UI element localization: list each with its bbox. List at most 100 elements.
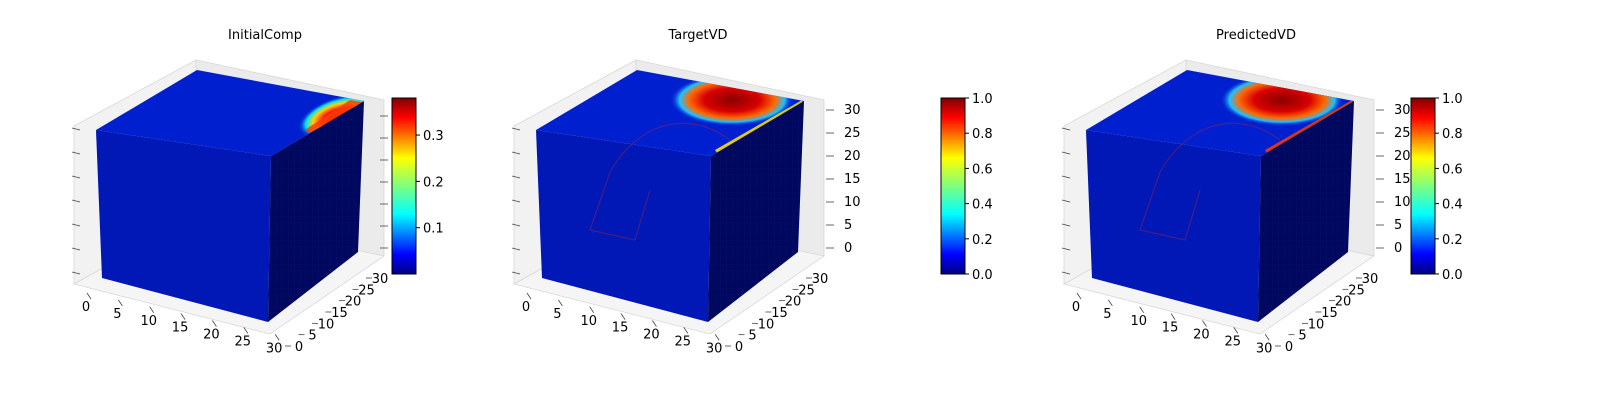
- y-tick-label: 10: [1308, 317, 1325, 332]
- y-tick-label: 30: [812, 272, 829, 287]
- colorbar-tick-label: 0.2: [423, 175, 444, 190]
- left-tick-mark: [1061, 247, 1071, 251]
- y-tick-label: 0: [1285, 340, 1293, 355]
- x-tick-mark: [118, 299, 123, 307]
- left-tick-mark: [511, 199, 521, 203]
- colorbar: 0.0 0.2 0.4 0.6 0.8 1.0: [940, 92, 993, 283]
- colorbar-tick-label: 0.8: [1442, 127, 1463, 142]
- z-tick-label: 10: [844, 195, 861, 210]
- z-tick-label: 25: [844, 126, 861, 141]
- z-tick-label: 10: [1394, 195, 1411, 210]
- colorbar-tick-label: 0.4: [1442, 198, 1463, 213]
- y-tick-label: 25: [798, 283, 815, 298]
- x-tick-mark: [149, 306, 155, 313]
- z-tick-label: 20: [1394, 149, 1411, 164]
- y-tick-label: 30: [1362, 272, 1379, 287]
- left-tick-mark: [511, 127, 521, 131]
- x-tick-label: 30: [706, 341, 723, 356]
- cube-front-grid: [1086, 130, 1261, 322]
- x-tick-label: 30: [1256, 341, 1273, 356]
- y-tick-label: 20: [345, 295, 362, 310]
- x-tick-label: 25: [675, 334, 692, 349]
- x-tick-mark: [1108, 299, 1113, 307]
- left-tick-mark: [1061, 271, 1071, 275]
- colorbar: 0.0 0.2 0.4 0.6 0.8 1.0: [1410, 92, 1463, 283]
- left-tick-mark: [511, 223, 521, 227]
- y-tick-label: 10: [758, 317, 775, 332]
- left-tick-mark: [71, 175, 81, 179]
- z-tick-label: 0: [844, 241, 852, 256]
- colorbar-tick-label: 0.6: [972, 162, 993, 177]
- x-tick-mark: [1233, 327, 1239, 334]
- left-tick-mark: [71, 199, 81, 203]
- x-tick-label: 20: [643, 328, 660, 343]
- x-tick-mark: [652, 320, 657, 327]
- x-tick-mark: [589, 306, 595, 313]
- x-tick-label: 5: [553, 307, 561, 322]
- x-tick-mark: [526, 292, 532, 300]
- y-tick-label: 20: [1335, 295, 1352, 310]
- x-tick-label: 15: [1162, 321, 1179, 336]
- z-tick-label: 25: [1394, 126, 1411, 141]
- left-tick-mark: [1061, 199, 1071, 203]
- left-tick-mark: [1061, 223, 1071, 227]
- z-tick-label: 5: [844, 218, 852, 233]
- y-tick-label: 25: [358, 283, 375, 298]
- y-tick-label: 5: [748, 329, 756, 344]
- x-tick-label: 5: [113, 307, 121, 322]
- colorbar-gradient: [391, 97, 417, 275]
- left-tick-mark: [71, 271, 81, 275]
- x-tick-mark: [620, 313, 626, 320]
- y-tick-label: 20: [785, 295, 802, 310]
- x-tick-mark: [243, 327, 249, 334]
- colorbar-tick-label: 0.2: [972, 233, 993, 248]
- colorbar: 0.1 0.2 0.3: [391, 97, 444, 275]
- x-tick-label: 5: [1103, 307, 1111, 322]
- x-tick-label: 20: [1193, 328, 1210, 343]
- left-tick-mark: [511, 175, 521, 179]
- x-tick-mark: [212, 320, 217, 327]
- left-tick-mark: [71, 247, 81, 251]
- cube-front-grid: [536, 130, 711, 322]
- left-tick-mark: [511, 247, 521, 251]
- panel-title: InitialComp: [228, 28, 302, 43]
- z-tick-label: 20: [844, 149, 861, 164]
- left-tick-mark: [1061, 175, 1071, 179]
- cube-side-grid: [1258, 101, 1354, 322]
- colorbar-tick-label: 0.4: [972, 198, 993, 213]
- left-tick-mark: [71, 127, 81, 131]
- x-tick-mark: [1202, 320, 1207, 327]
- x-tick-label: 20: [203, 328, 220, 343]
- y-tick-label: 25: [1348, 283, 1365, 298]
- left-tick-mark: [1061, 127, 1071, 131]
- colorbar-tick-label: 0.0: [1442, 268, 1463, 283]
- colorbar-tick-label: 0.3: [423, 129, 444, 144]
- cube-side-grid: [268, 101, 364, 322]
- y-tick-label: 0: [735, 340, 743, 355]
- x-tick-label: 0: [1072, 300, 1080, 315]
- z-tick-label: 15: [844, 172, 861, 187]
- x-tick-mark: [1170, 313, 1176, 320]
- x-tick-label: 30: [266, 341, 283, 356]
- left-tick-mark: [511, 151, 521, 155]
- x-tick-label: 10: [580, 314, 597, 329]
- colorbar-tick-label: 0.8: [972, 127, 993, 142]
- panel-title: PredictedVD: [1216, 28, 1296, 43]
- x-tick-label: 0: [82, 300, 90, 315]
- colorbar-tick-label: 0.6: [1442, 162, 1463, 177]
- y-tick-label: 30: [372, 272, 389, 287]
- left-tick-mark: [71, 151, 81, 155]
- left-tick-mark: [511, 271, 521, 275]
- x-tick-label: 15: [172, 321, 189, 336]
- left-tick-mark: [71, 223, 81, 227]
- y-tick-label: 5: [1298, 329, 1306, 344]
- y-tick-label: 15: [771, 306, 788, 321]
- colorbar-tick-label: 0.1: [423, 222, 444, 237]
- y-tick-label: 5: [308, 329, 316, 344]
- z-tick-label: 15: [1394, 172, 1411, 187]
- x-tick-mark: [1076, 292, 1082, 300]
- x-tick-label: 25: [1225, 334, 1242, 349]
- x-tick-mark: [558, 299, 563, 307]
